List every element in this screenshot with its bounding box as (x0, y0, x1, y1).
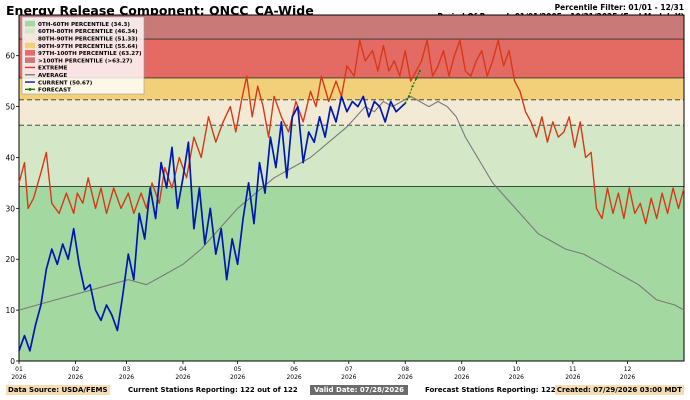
percentile-band-0 (19, 186, 684, 361)
x-tick-year: 2026 (68, 374, 83, 381)
legend-swatch (25, 28, 35, 34)
current-stations: Current Stations Reporting: 122 out of 1… (128, 386, 298, 394)
percentile-filter: Percentile Filter: 01/01 - 12/31 (554, 3, 684, 12)
x-tick-month: 07 (345, 366, 353, 373)
x-tick-month: 05 (234, 366, 242, 373)
forecast-point (418, 69, 421, 73)
legend-swatch (25, 57, 35, 63)
y-tick-label: 50 (5, 103, 15, 112)
legend-marker (28, 87, 32, 91)
x-tick-year: 2026 (509, 374, 524, 381)
forecast-stations: Forecast Stations Reporting: 122 out of … (425, 386, 599, 394)
percentile-band-1 (19, 125, 684, 187)
legend-label: >100TH PERCENTILE (>63.27) (38, 58, 133, 64)
y-tick-label: 40 (5, 153, 15, 162)
legend-label: 0TH-60TH PERCENTILE (34.3) (38, 22, 130, 28)
y-tick-label: 60 (5, 52, 15, 61)
x-tick-month: 01 (15, 366, 23, 373)
series-line-current-50-67 (18, 95, 406, 352)
y-tick-label: 20 (5, 255, 15, 264)
y-tick-label: 0 (10, 357, 15, 366)
legend-box (21, 16, 145, 95)
x-tick-month: 12 (624, 366, 632, 373)
x-tick-year: 2026 (398, 374, 413, 381)
x-tick-month: 08 (401, 366, 409, 373)
legend-label: CURRENT (50.67) (38, 80, 93, 86)
x-tick-month: 06 (290, 366, 298, 373)
forecast-point (404, 102, 407, 105)
x-tick-year: 2026 (454, 374, 469, 381)
legend-label: FORECAST (38, 88, 71, 94)
created-date: Created: 07/29/2026 03:00 MDT (554, 385, 684, 395)
series-line-extreme (18, 39, 685, 225)
x-tick-month: 10 (513, 366, 521, 373)
legend-swatch (25, 35, 35, 42)
legend-swatch (25, 20, 35, 27)
x-tick-month: 02 (72, 366, 80, 373)
x-tick-year: 2026 (230, 374, 245, 381)
legend-label: 97TH-100TH PERCENTILE (63.27) (38, 51, 142, 57)
x-tick-year: 2026 (341, 374, 356, 381)
percentile-band-3 (19, 77, 684, 100)
forecast-point (411, 85, 414, 88)
x-tick-month: 11 (569, 366, 577, 373)
x-tick-month: 03 (123, 366, 131, 373)
x-tick-month: 09 (458, 366, 466, 373)
legend-swatch (25, 50, 35, 56)
legend-label: EXTREME (38, 66, 68, 72)
x-tick-year: 2026 (175, 374, 190, 381)
y-tick-label: 30 (5, 204, 15, 213)
legend-swatch (25, 42, 35, 49)
legend-label: 90TH-97TH PERCENTILE (55.64) (38, 44, 138, 50)
legend-label: 60TH-80TH PERCENTILE (46.34) (38, 29, 138, 35)
series-line-average (18, 95, 685, 311)
x-tick-year: 2026 (11, 374, 26, 381)
forecast-point (407, 95, 410, 98)
forecast-point (415, 77, 418, 80)
x-tick-year: 2026 (565, 374, 580, 381)
data-source: Data Source: USDA/FEMS (6, 385, 110, 395)
legend-label: AVERAGE (38, 73, 67, 79)
x-tick-year: 2026 (286, 374, 301, 381)
x-tick-month: 04 (179, 366, 187, 373)
x-tick-year: 2026 (620, 374, 635, 381)
chart-title: Energy Release Component: ONCC_CA-Wide (6, 3, 314, 18)
legend-label: 80TH-90TH PERCENTILE (51.33) (38, 36, 138, 42)
x-tick-year: 2026 (119, 374, 134, 381)
y-tick-label: 10 (5, 306, 15, 315)
valid-date: Valid Date: 07/28/2026 (310, 385, 408, 395)
